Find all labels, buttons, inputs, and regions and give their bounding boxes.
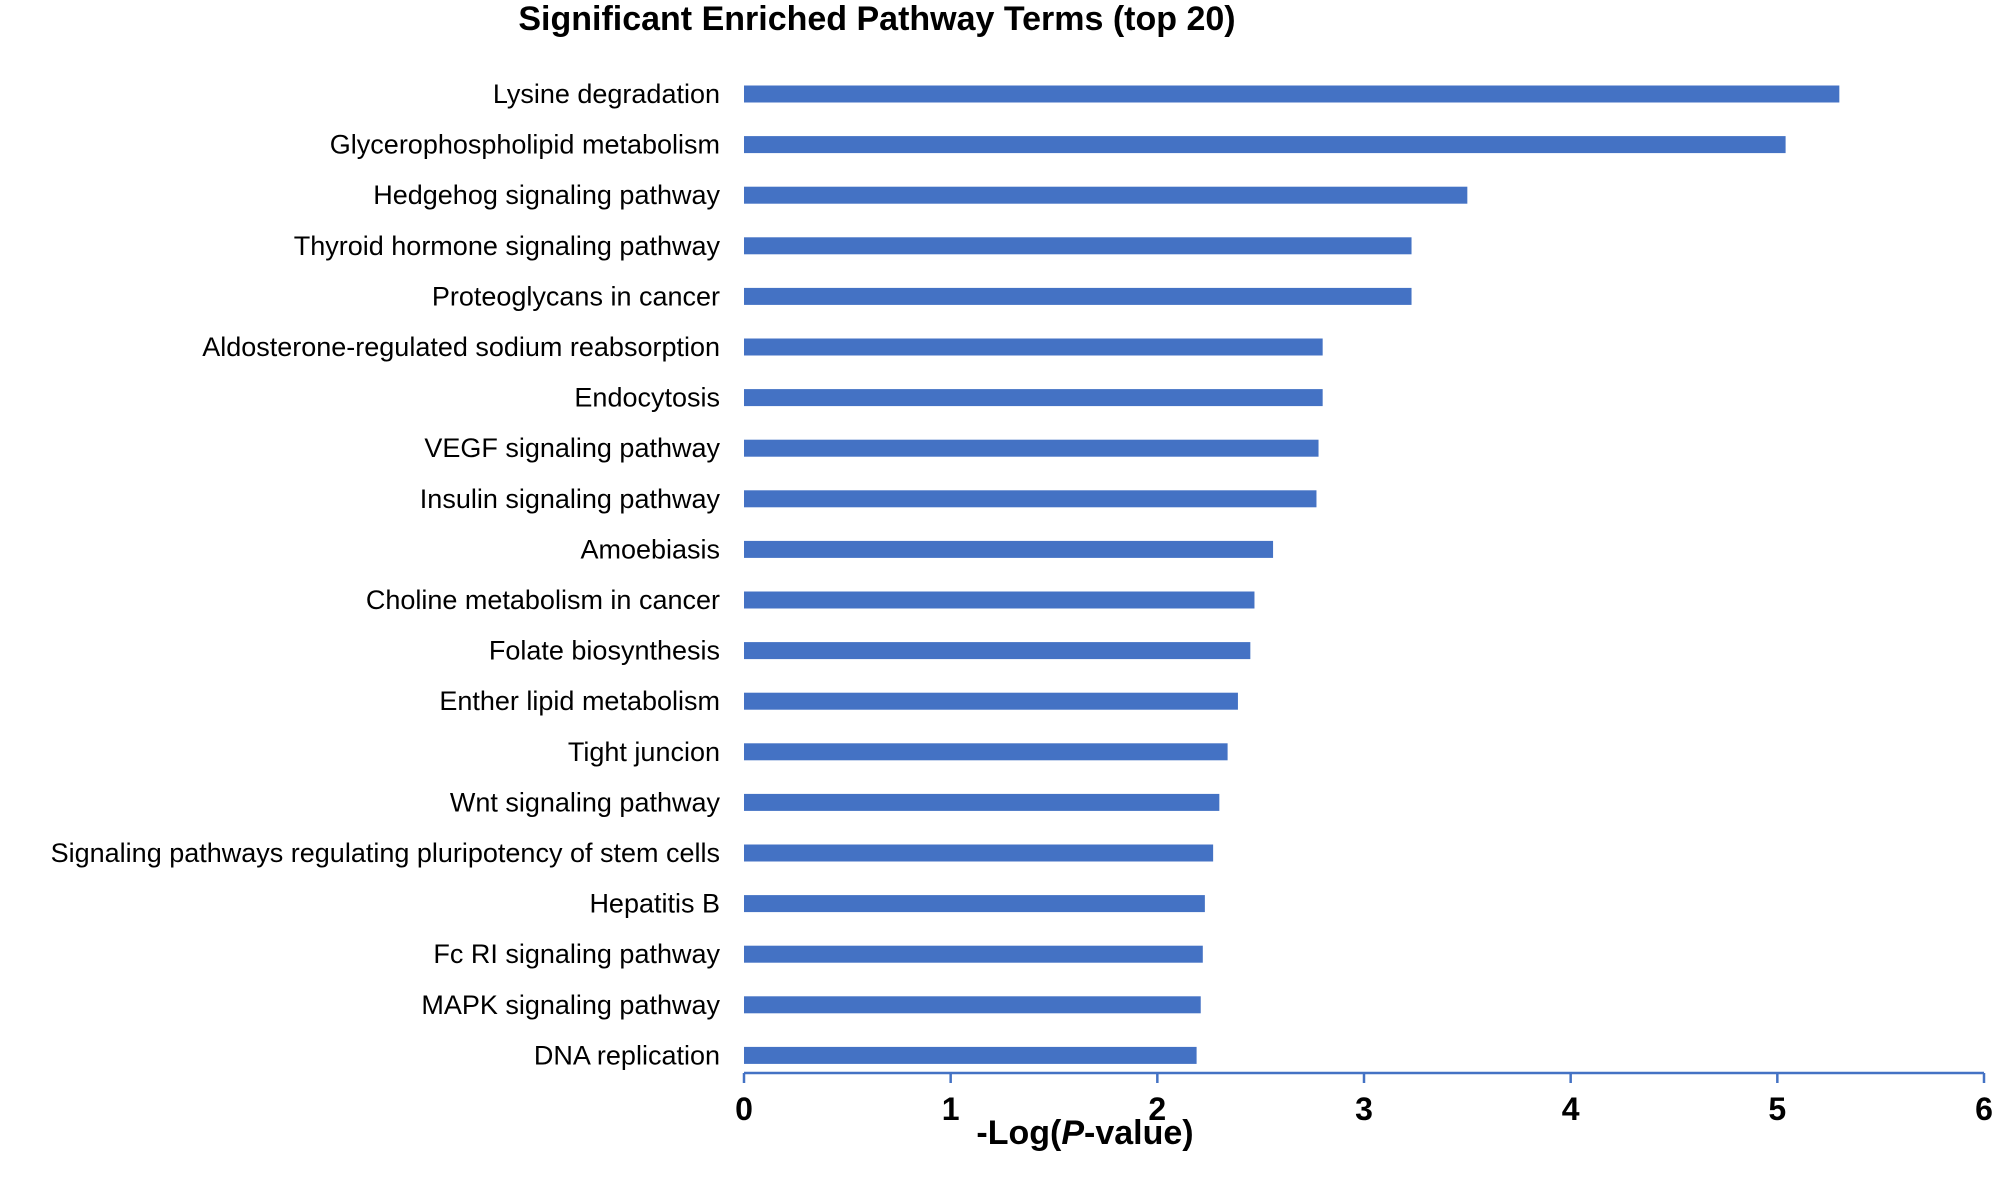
category-label: Signaling pathways regulating pluripoten… — [51, 838, 720, 868]
x-tick-label: 3 — [1355, 1091, 1373, 1127]
bar — [744, 237, 1412, 255]
category-label: Choline metabolism in cancer — [366, 585, 720, 615]
category-label: Insulin signaling pathway — [420, 484, 721, 514]
category-label: Lysine degradation — [493, 79, 720, 109]
category-label: Folate biosynthesis — [489, 636, 720, 666]
bar — [744, 287, 1412, 305]
bar — [744, 996, 1201, 1014]
bar — [744, 642, 1251, 660]
bar — [744, 743, 1228, 761]
bar — [744, 692, 1238, 710]
bar — [744, 844, 1214, 862]
x-tick-label: 6 — [1975, 1091, 1993, 1127]
x-tick-label: 5 — [1768, 1091, 1786, 1127]
chart-title: Significant Enriched Pathway Terms (top … — [518, 0, 1235, 38]
x-axis-label: -Log(P-value) — [976, 1114, 1193, 1152]
category-label: Hedgehog signaling pathway — [373, 180, 720, 210]
x-axis-label-suffix: -value) — [1084, 1114, 1194, 1152]
category-label: Tight juncion — [568, 737, 720, 767]
bar — [744, 895, 1205, 913]
category-label: VEGF signaling pathway — [424, 433, 720, 463]
bar — [744, 136, 1786, 154]
bar — [744, 540, 1274, 558]
category-label: Fc RI signaling pathway — [433, 939, 720, 969]
category-label: Thyroid hormone signaling pathway — [294, 231, 721, 261]
category-label: DNA replication — [534, 1040, 720, 1070]
x-axis-label-prefix: -Log( — [976, 1114, 1062, 1152]
bar — [744, 85, 1840, 103]
bar — [744, 591, 1255, 609]
category-label: Hepatitis B — [589, 889, 720, 919]
category-label: Amoebiasis — [580, 534, 720, 564]
bar — [744, 945, 1203, 963]
x-tick-label: 1 — [942, 1091, 960, 1127]
bar — [744, 338, 1323, 356]
x-tick-label: 4 — [1562, 1091, 1580, 1127]
category-label: MAPK signaling pathway — [421, 990, 720, 1020]
bar — [744, 439, 1319, 457]
x-axis-label-italic: P — [1061, 1114, 1084, 1152]
bar — [744, 793, 1220, 811]
category-label: Aldosterone-regulated sodium reabsorptio… — [202, 332, 720, 362]
category-label: Enther lipid metabolism — [439, 686, 720, 716]
x-tick-label: 0 — [735, 1091, 753, 1127]
category-label: Glycerophospholipid metabolism — [330, 130, 720, 160]
category-label: Wnt signaling pathway — [450, 787, 721, 817]
category-label: Endocytosis — [574, 383, 720, 413]
bar — [744, 186, 1468, 204]
x-tick-label: 2 — [1148, 1091, 1166, 1127]
bar — [744, 490, 1317, 508]
bar — [744, 389, 1323, 407]
category-label: Proteoglycans in cancer — [432, 281, 720, 311]
bar — [744, 1046, 1197, 1064]
